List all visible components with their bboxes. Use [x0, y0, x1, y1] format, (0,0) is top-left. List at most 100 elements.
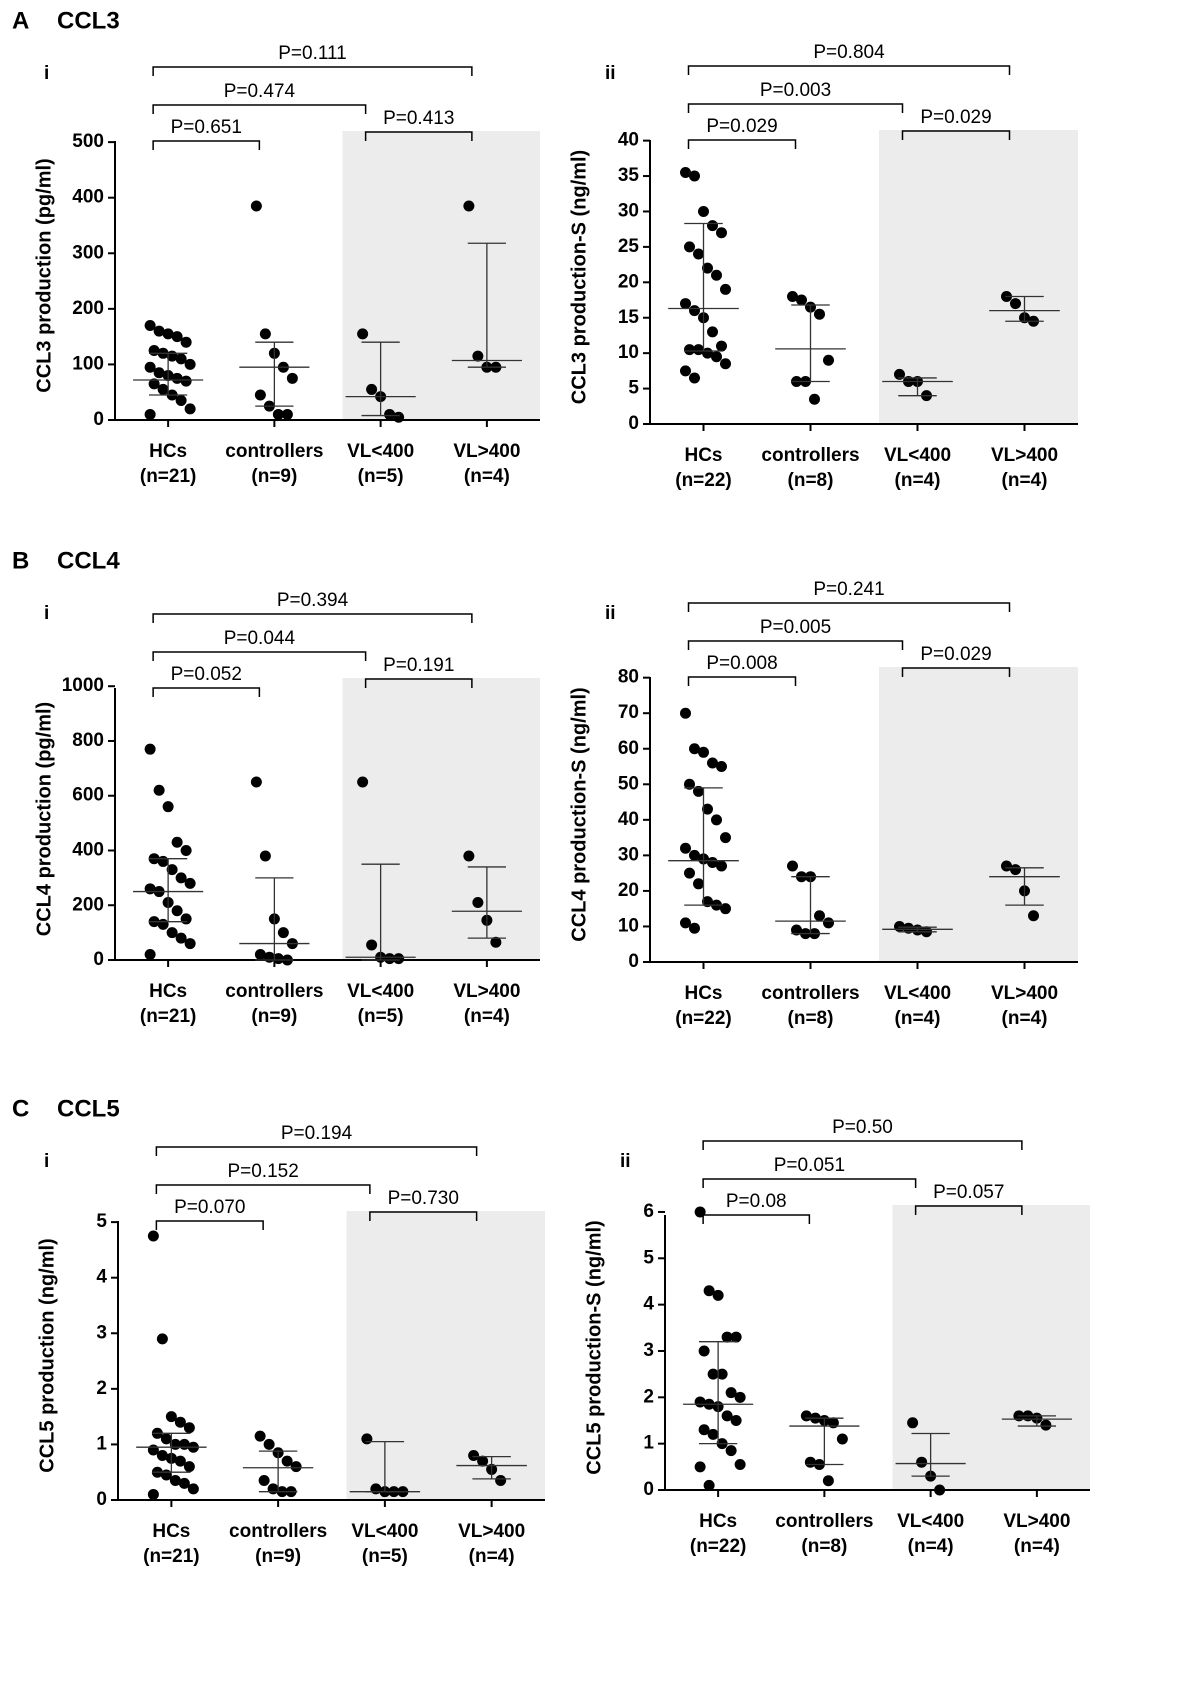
data-point: [147, 1488, 159, 1500]
y-axis-label: CCL5 production (ng/ml): [36, 1238, 58, 1472]
p-value: P=0.50: [832, 1117, 893, 1138]
p-value: P=0.804: [813, 42, 885, 63]
x-tick-label: VL>400: [991, 445, 1058, 466]
y-axis-label: CCL3 production-S (ng/ml): [568, 150, 590, 404]
data-point: [250, 776, 262, 788]
data-point: [157, 383, 169, 395]
data-point: [823, 354, 834, 366]
data-point: [680, 842, 691, 854]
data-point: [180, 336, 192, 348]
data-point: [259, 850, 271, 862]
comparison-bracket: [687, 139, 797, 149]
data-point: [175, 932, 187, 944]
data-point: [156, 1450, 168, 1462]
p-value: P=0.029: [920, 107, 991, 128]
comparison-bracket: [901, 130, 1011, 140]
data-point: [720, 832, 731, 844]
p-value: P=0.651: [171, 117, 242, 138]
y-tick-label: 2: [643, 1386, 654, 1407]
data-point: [712, 1289, 724, 1301]
data-point: [184, 877, 196, 889]
data-point: [148, 378, 160, 390]
data-point: [916, 1456, 928, 1468]
data-point: [680, 167, 691, 179]
x-tick-label: VL<400: [884, 445, 951, 466]
data-point: [157, 918, 169, 930]
y-tick-label: 600: [72, 785, 104, 806]
p-value: P=0.08: [726, 1191, 787, 1212]
comparison-bracket: [152, 687, 261, 697]
y-tick-label: 25: [618, 236, 640, 257]
p-value: P=0.057: [933, 1182, 1004, 1203]
data-point: [162, 801, 174, 813]
x-tick-label: HCs: [684, 445, 722, 466]
p-value: P=0.044: [224, 628, 296, 649]
data-point: [814, 308, 825, 320]
data-point: [720, 283, 731, 295]
y-tick-label: 10: [618, 915, 639, 936]
data-point: [734, 1459, 746, 1471]
data-point: [272, 953, 284, 965]
data-point: [175, 395, 187, 407]
y-tick-label: 0: [96, 1489, 107, 1510]
comparison-bracket: [155, 1184, 371, 1194]
data-point: [680, 707, 691, 719]
data-point: [694, 1461, 706, 1473]
data-point: [721, 1331, 733, 1343]
data-point: [1001, 860, 1012, 872]
data-point: [693, 878, 704, 890]
y-tick-label: 40: [618, 130, 639, 151]
shaded-region: [879, 667, 1078, 962]
data-point: [144, 949, 156, 961]
x-tick-label: (n=8): [788, 1008, 834, 1029]
data-point: [147, 1230, 159, 1242]
x-tick-label: controllers: [761, 445, 859, 466]
y-tick-label: 0: [643, 1479, 654, 1500]
data-point: [490, 936, 502, 948]
y-tick-label: 0: [93, 409, 104, 430]
x-tick-label: (n=9): [251, 1006, 297, 1027]
data-point: [361, 1433, 373, 1445]
data-point: [277, 927, 289, 939]
data-point: [166, 864, 178, 876]
data-point: [184, 938, 196, 950]
data-point: [157, 855, 169, 867]
data-point: [171, 905, 183, 917]
y-axis-label: CCL5 production-S (ng/ml): [583, 1220, 605, 1474]
y-axis-label: CCL4 production-S (ng/ml): [568, 687, 590, 941]
data-point: [836, 1433, 848, 1445]
shaded-region: [342, 678, 540, 960]
data-point: [250, 200, 262, 212]
subpanel-label: i: [44, 63, 49, 84]
data-point: [183, 1461, 195, 1473]
data-point: [281, 408, 293, 420]
data-point: [822, 1475, 834, 1487]
y-tick-label: 200: [72, 894, 104, 915]
data-point: [707, 326, 718, 338]
data-point: [472, 897, 484, 909]
y-axis-label: CCL4 production (pg/ml): [33, 702, 55, 936]
data-point: [171, 836, 183, 848]
comparison-bracket: [914, 1205, 1023, 1215]
data-point: [144, 320, 156, 332]
subpanel-label: ii: [605, 63, 616, 84]
subpanel-label: ii: [620, 1151, 631, 1172]
x-tick-label: VL>400: [458, 1521, 525, 1542]
panel: ii 0 5 10 15 20 25 30 35 40 CCL3 production-S (ng/…: [568, 42, 1078, 491]
subpanel-label: ii: [605, 603, 616, 624]
data-point: [144, 361, 156, 373]
data-point: [698, 746, 709, 758]
data-point: [689, 922, 700, 934]
data-point: [171, 372, 183, 384]
data-point: [689, 170, 700, 182]
panel: ii 0 10 20 30 40 50 60 70 80 CCL4 production-S (ng…: [568, 579, 1078, 1029]
p-value: P=0.730: [388, 1188, 459, 1209]
data-point: [796, 294, 807, 306]
y-tick-label: 5: [96, 1211, 107, 1232]
y-tick-label: 15: [618, 307, 640, 328]
shaded-region: [342, 131, 540, 420]
data-point: [166, 927, 178, 939]
data-point: [153, 367, 165, 379]
data-point: [698, 205, 709, 217]
data-point: [716, 761, 727, 773]
